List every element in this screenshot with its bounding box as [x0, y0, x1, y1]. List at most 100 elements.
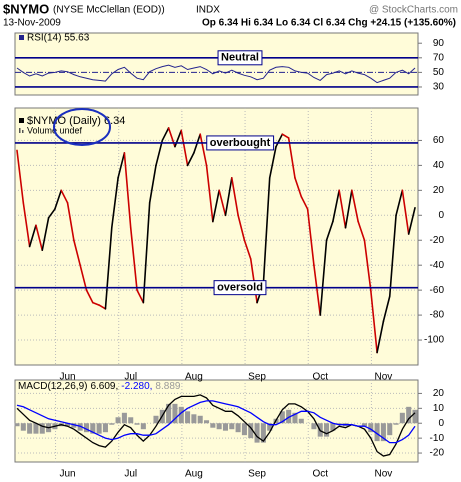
source: @ StockCharts.com — [369, 5, 458, 16]
histogram-bar — [393, 423, 399, 425]
histogram-bar — [368, 423, 374, 433]
y-tick-label: -10 — [430, 433, 445, 444]
histogram-bar — [222, 423, 229, 431]
histogram-bar — [248, 423, 254, 439]
x-tick-label: Oct — [312, 372, 328, 383]
histogram-bar — [412, 409, 418, 424]
line-segment — [388, 214, 397, 298]
macd-legend: MACD(12,26,9) 6.609, -2.280, 8.889 — [18, 381, 181, 392]
line-segment — [243, 239, 252, 260]
highlight-circle — [53, 108, 111, 146]
y-tick-label: -80 — [430, 310, 445, 321]
line-segment — [344, 189, 353, 229]
line-segment — [313, 264, 322, 316]
histogram-bar — [178, 406, 184, 424]
histogram-bar — [260, 423, 266, 443]
x-tick-label: Nov — [375, 372, 393, 383]
histogram-bar — [286, 409, 292, 424]
line-segment — [104, 226, 113, 310]
volume-icon — [19, 128, 21, 133]
histogram-bar — [216, 423, 222, 430]
x-tick-label: Aug — [185, 372, 203, 383]
line-segment — [212, 189, 220, 223]
macd-panel — [14, 379, 419, 463]
line-segment — [230, 177, 239, 217]
line-segment — [73, 239, 81, 266]
line-segment — [60, 189, 69, 204]
line-segment — [161, 127, 170, 142]
line-segment — [66, 202, 75, 242]
line-segment — [85, 289, 94, 304]
histogram-bar — [90, 423, 96, 434]
line-segment — [35, 224, 44, 252]
line-segment — [110, 177, 119, 229]
histogram-bar — [140, 423, 146, 430]
y-tick-label: 40 — [433, 160, 445, 171]
histogram-bar — [336, 423, 342, 425]
x-tick-label: Sep — [248, 469, 266, 480]
reference-label: oversold — [217, 282, 263, 294]
line-segment — [300, 195, 309, 210]
histogram-bar — [399, 412, 405, 424]
reference-label: Neutral — [221, 52, 259, 64]
line — [16, 64, 416, 84]
histogram-bar — [153, 415, 159, 424]
line-segment — [41, 216, 50, 252]
macd-legend-value: 6.609, — [90, 381, 118, 392]
price-panel — [14, 107, 419, 366]
line-segment — [155, 139, 164, 167]
y-tick-label: 50 — [433, 67, 445, 78]
line-segment — [376, 320, 385, 354]
line-segment — [268, 145, 277, 179]
histogram-bar — [14, 423, 20, 427]
histogram-bar — [229, 423, 235, 430]
histogram-bar — [292, 412, 298, 424]
y-tick-label: -100 — [424, 335, 444, 346]
y-tick-label: 30 — [433, 82, 445, 93]
y-tick-label: 90 — [433, 38, 445, 49]
histogram-bar — [298, 418, 304, 424]
y-tick-label: -20 — [430, 448, 445, 459]
rsi-panel — [14, 32, 419, 96]
histogram-bar — [311, 423, 317, 430]
macd-legend-value: 8.889 — [155, 381, 180, 392]
x-tick-label: Sep — [248, 372, 266, 383]
line-segment — [306, 208, 315, 266]
plot-layer: 30507090Neutral-100-80-60-40-200204060Ju… — [14, 38, 444, 480]
histogram-bar — [279, 411, 285, 424]
legend-icon — [19, 35, 24, 40]
line-segment — [79, 264, 88, 291]
line-segment — [180, 129, 189, 167]
histogram-bar — [134, 423, 140, 425]
line-segment — [186, 152, 195, 167]
line-segment — [325, 220, 334, 242]
histogram-bar — [267, 423, 273, 431]
line-segment — [262, 177, 271, 285]
histogram-bar — [406, 406, 412, 424]
y-tick-label: 60 — [433, 135, 445, 146]
line-segment — [142, 202, 151, 304]
histogram-bar — [172, 403, 178, 424]
histogram-bar — [115, 417, 121, 424]
histogram-bar — [254, 423, 260, 443]
line-segment — [237, 214, 246, 242]
y-tick-label: -20 — [430, 235, 445, 246]
y-tick-label: 0 — [438, 210, 444, 221]
macd-legend-title: MACD(12,26,9) — [18, 381, 87, 392]
date: 13-Nov-2009 — [3, 18, 61, 29]
histogram-bar — [374, 423, 380, 442]
y-tick-label: -60 — [430, 285, 445, 296]
line-segment — [16, 149, 25, 204]
histogram-bar — [39, 423, 45, 434]
nymo-legend: $NYMO (Daily) 6.34 — [27, 115, 125, 127]
line-segment — [129, 226, 138, 291]
histogram-bar — [71, 423, 77, 428]
macd-line — [16, 400, 416, 444]
histogram-bar — [185, 411, 191, 424]
reference-label: overbought — [210, 137, 271, 149]
reference-label-box — [206, 135, 275, 151]
x-tick-label: Jun — [59, 469, 75, 480]
line-segment — [401, 189, 410, 235]
x-tick-label: Oct — [312, 469, 328, 480]
